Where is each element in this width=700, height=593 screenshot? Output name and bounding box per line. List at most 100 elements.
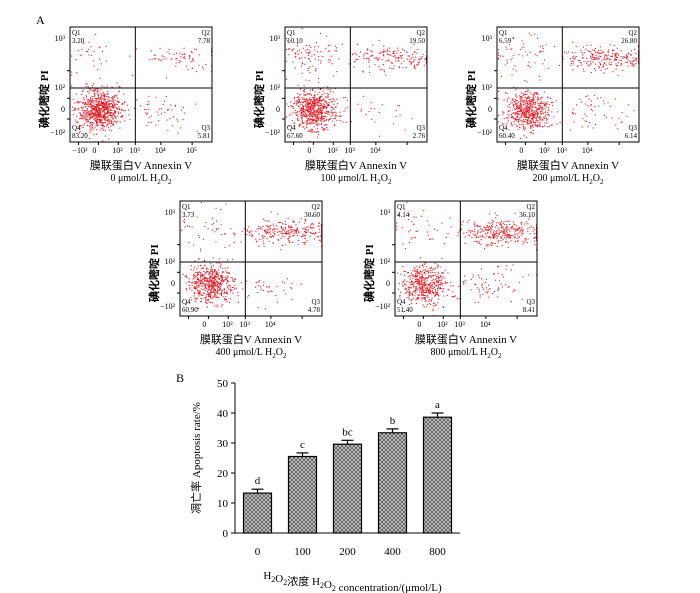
quadrant-label-q3: Q3 8.41 [523,298,535,314]
x-axis-label: 膜联蛋白V Annexin V [199,334,303,346]
plot-frame [394,200,538,317]
quadrant-percent: 5.81 [197,132,210,140]
x-tick-label: 10² [327,146,338,155]
x-axis-title: H2O2浓度 H2O2 concentration/(μmol/L) [263,570,442,593]
subscript: 2 [377,178,381,186]
flow-dots [498,32,640,139]
quadrant-name: Q1 [397,203,406,211]
quadrant-label-q2: Q2 36.10 [519,203,535,219]
x-tick-label: −10² [72,146,88,155]
subscript: 2 [167,178,172,186]
x-tick-label: 10⁴ [581,146,593,155]
quadrant-name: Q4 [182,298,191,306]
quadrant-percent: 19.50 [409,37,425,45]
quadrant-name: Q4 [499,124,508,132]
quadrant-name: Q4 [397,298,406,306]
flow-plot-4: Q1 4.14 Q2 36.10 Q3 8.41 Q4 51.40 10³ 10² 0 −10² 0 10… [364,200,538,360]
bar [242,492,273,534]
quadrant-percent: 2.76 [412,132,425,140]
plot-frame [179,200,323,317]
quadrant-label-q3: Q3 2.76 [413,124,425,140]
x-tick-label: 800 [429,546,446,558]
x-tick-label: 10² [539,146,550,155]
panel-label-b: B [176,371,185,385]
y-tick-label: 10³ [54,33,65,43]
concentration-text: 400 μmol/L H [215,347,273,358]
plot-frame [69,26,213,143]
significance-letter: b [390,415,396,427]
quadrant-name: Q1 [287,29,296,37]
x-tick-label: 400 [384,546,401,558]
x-axis-title-subscript: 2 [271,575,275,584]
panel-label-a: A [36,13,45,27]
concentration-text: 200 μmol/L H [532,173,590,184]
concentration-text: 100 μmol/L H [320,173,378,184]
flow-plot-3: Q1 3.73 Q2 30.60 Q3 4.78 Q4 60.90 10³ 10² 0 −10² 0 10… [149,200,323,360]
x-tick-label: 10⁴ [369,146,381,155]
quadrant-label-q1: Q1 4.14 [397,203,409,219]
y-tick-label: −10² [160,301,175,311]
significance-letter: c [300,439,305,451]
subscript: 2 [589,178,593,186]
significance-letter: a [435,399,440,411]
quadrant-name: Q4 [72,124,81,132]
quadrant-percent: 10.10 [287,37,303,45]
quadrant-label-q4: Q4 83.20 [72,124,88,140]
x-tick-label: 10² [222,320,233,329]
quadrant-label-q1: Q1 3.73 [182,203,194,219]
quadrant-label-q3: Q3 6.14 [625,124,637,140]
x-tick-label: 100 [294,546,311,558]
quadrant-label-q1: Q1 6.59 [499,29,511,45]
quadrant-percent: 36.10 [519,211,535,219]
quadrant-label-q4: Q4 60.40 [499,124,515,140]
quadrant-percent: 60.40 [499,132,515,140]
concentration-label: 400 μmol/L H2O2 [170,347,332,360]
quadrant-percent: 7.78 [197,37,210,45]
quadrant-label-q1: Q1 10.10 [287,29,303,45]
concentration-text: 800 μmol/L H [430,347,488,358]
plot-frame [496,26,640,143]
x-axis-title-part: O [275,573,283,585]
quadrant-name: Q3 [416,124,425,132]
concentration-o: O [160,173,168,184]
quadrant-name: Q2 [628,29,637,37]
quadrant-label-q2: Q2 26.80 [621,29,637,45]
y-tick-label: 0 [61,104,65,114]
x-tick-label: 0 [307,146,312,155]
y-tick-label: 50 [217,378,229,390]
y-tick-label: 30 [217,438,229,450]
y-tick-label: 10² [54,82,65,92]
quadrant-name: Q1 [72,29,81,37]
quadrant-label-q3: Q3 4.78 [308,298,320,314]
y-tick-label: −10² [477,127,492,137]
x-tick-label: 0 [92,146,97,155]
flow-plot-svg [177,200,323,319]
x-tick-label: 10⁵ [186,146,197,155]
x-tick-label: 10⁴ [479,320,491,329]
y-tick-label: 40 [217,408,229,420]
y-tick-label: 0 [386,278,390,288]
quadrant-name: Q2 [311,203,320,211]
quadrant-label-q2: Q2 19.50 [409,29,425,45]
quadrant-percent: 6.14 [624,132,637,140]
quadrant-name: Q1 [499,29,508,37]
x-axis-title-subscript: 2 [320,581,324,590]
plot-frame [284,26,428,143]
x-tick-label: 0 [202,320,207,329]
concentration-o: O [380,173,388,184]
quadrant-name: Q3 [311,298,320,306]
x-tick-label: 10³ [454,320,465,329]
y-tick-label: 10² [481,82,492,92]
quadrant-percent: 51.40 [397,306,413,314]
x-tick-label: 0 [417,320,422,329]
x-tick-label: 10² [112,146,123,155]
quadrant-label-q4: Q4 67.60 [287,124,303,140]
x-tick-label: 10³ [129,146,140,155]
x-axis-label: 膜联蛋白V Annexin V [89,160,193,172]
x-axis-title-subscript: 2 [283,578,287,587]
y-tick-label: 10³ [164,207,175,217]
quadrant-percent: 30.60 [304,211,320,219]
y-tick-label: 10³ [379,207,390,217]
flow-dots [71,34,213,142]
